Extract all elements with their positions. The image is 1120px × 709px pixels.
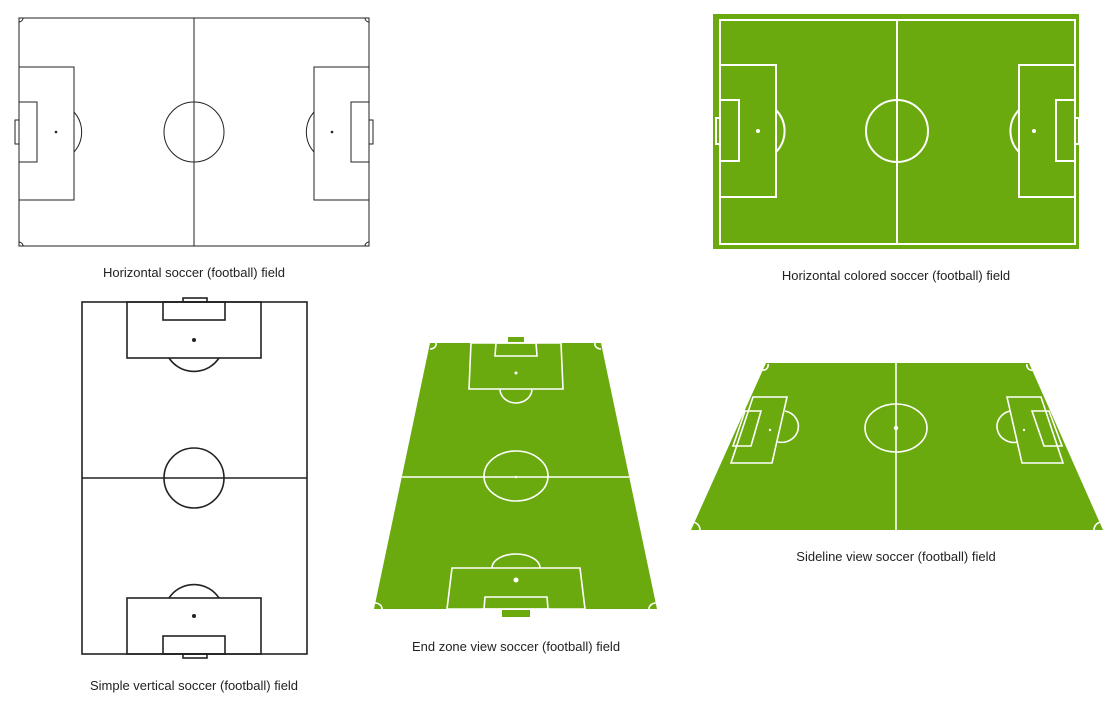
far-goal-area	[494, 342, 538, 357]
top-penalty-arc	[168, 357, 220, 373]
right-penalty-arc	[996, 410, 1019, 444]
right-penalty-spot	[1032, 129, 1036, 133]
corner-arc-far-right	[1026, 363, 1034, 371]
near-penalty-spot	[513, 577, 519, 583]
end-zone-field-caption: End zone view soccer (football) field	[411, 639, 621, 654]
corner-arc-bl	[18, 241, 24, 247]
sideline-field-caption: Sideline view soccer (football) field	[796, 549, 996, 564]
top-penalty-spot	[192, 338, 196, 342]
right-penalty-spot	[1022, 428, 1026, 432]
vertical-field-caption: Simple vertical soccer (football) field	[89, 678, 299, 693]
left-penalty-arc	[775, 109, 786, 153]
corner-arc-far-left	[761, 363, 769, 371]
left-penalty-spot	[768, 428, 772, 432]
corner-arc-tr	[364, 17, 370, 23]
left-goal-area	[731, 410, 763, 447]
right-goal	[368, 119, 374, 145]
right-penalty-arc	[305, 111, 315, 153]
near-goal	[502, 610, 530, 617]
left-penalty-area	[729, 396, 789, 464]
center-circle	[865, 99, 929, 163]
center-circle	[163, 447, 225, 509]
corner-arc-near-right	[648, 602, 657, 610]
far-penalty-arc	[499, 388, 533, 404]
right-penalty-spot	[330, 130, 334, 134]
horizontal-colored-field-caption: Horizontal colored soccer (football) fie…	[781, 268, 1011, 283]
near-penalty-area	[446, 567, 586, 610]
left-penalty-arc	[777, 410, 800, 444]
corner-arc-far-left	[429, 342, 437, 350]
right-penalty-area	[1005, 396, 1065, 464]
center-circle	[864, 403, 928, 453]
left-goal	[14, 119, 20, 145]
pitch-surface	[691, 363, 1103, 530]
left-penalty-spot	[54, 130, 58, 134]
near-goal-area	[483, 596, 549, 610]
right-penalty-arc	[1009, 109, 1020, 153]
bottom-penalty-spot	[192, 614, 196, 618]
center-spot	[893, 425, 899, 431]
corner-arc-near-left	[691, 521, 701, 531]
far-goal	[508, 337, 524, 342]
top-goal	[182, 297, 208, 303]
near-penalty-arc	[491, 553, 541, 569]
left-penalty-arc	[73, 111, 83, 153]
right-goal-area	[1030, 410, 1064, 447]
bottom-penalty-arc	[168, 583, 220, 599]
corner-arc-tl	[18, 17, 24, 23]
corner-arc-near-left	[374, 602, 383, 610]
corner-arc-br	[364, 241, 370, 247]
far-penalty-spot	[514, 371, 518, 375]
corner-arc-far-right	[594, 342, 602, 350]
left-penalty-spot	[756, 129, 760, 133]
center-spot	[514, 475, 518, 479]
center-circle	[163, 101, 225, 163]
horizontal-field-caption: Horizontal soccer (football) field	[102, 265, 286, 280]
corner-arc-near-right	[1093, 521, 1102, 531]
left-goal	[715, 117, 721, 145]
right-goal	[1074, 117, 1080, 145]
center-circle	[483, 450, 549, 502]
bottom-goal	[182, 653, 208, 659]
